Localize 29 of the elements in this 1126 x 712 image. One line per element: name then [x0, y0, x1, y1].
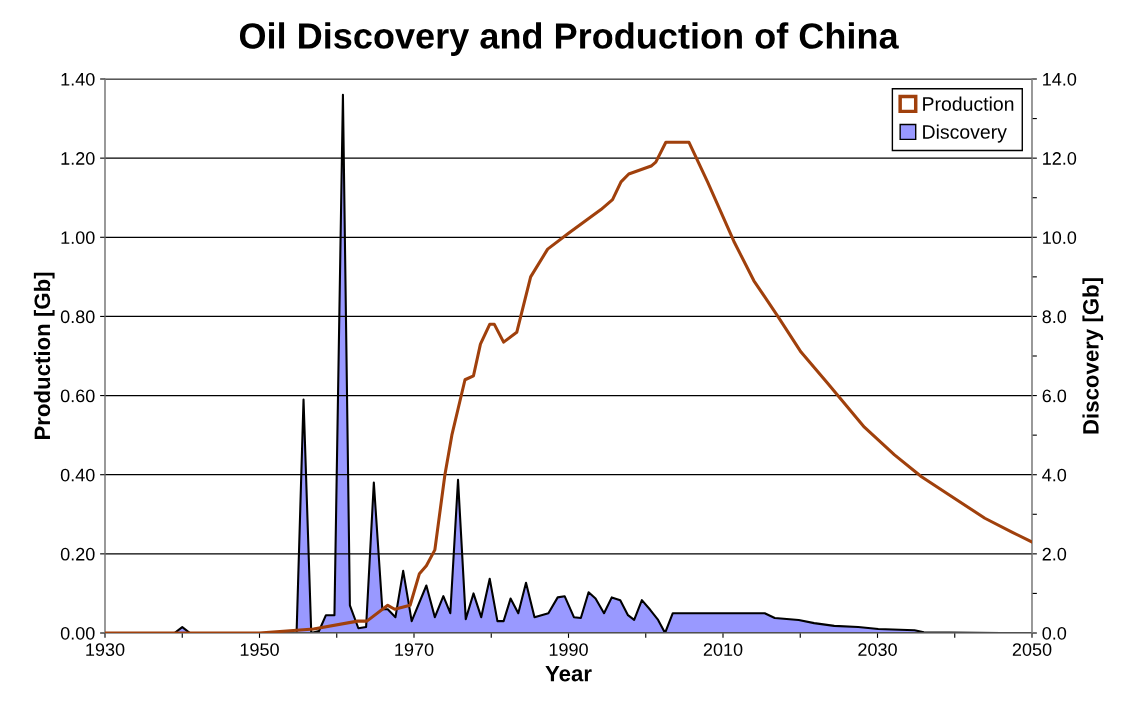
- y-tick-label: 0.20: [60, 547, 95, 561]
- y-tick-label: 1.00: [61, 231, 95, 245]
- y2-tick-label: 12.0: [1043, 152, 1077, 165]
- x-tick-label: 2030: [858, 643, 897, 656]
- y2-tick-label: 4.0: [1042, 468, 1067, 482]
- chart-title: Oil Discovery and Production of China: [239, 22, 899, 56]
- x-tick-label: 1950: [240, 643, 279, 656]
- y2-tick-label: 2.0: [1042, 547, 1067, 561]
- y-tick-label: 0.00: [60, 626, 95, 640]
- y2-axis-title: Discovery [Gb]: [1082, 278, 1104, 434]
- y2-tick-label: 10.0: [1043, 231, 1077, 245]
- y2-tick-label: 0.0: [1042, 626, 1067, 640]
- x-tick-label: 1930: [86, 643, 125, 656]
- y-tick-label: 1.40: [61, 72, 95, 86]
- y2-tick-label: 8.0: [1042, 310, 1067, 324]
- y-tick-label: 0.60: [60, 389, 95, 403]
- x-tick-label: 1970: [395, 643, 434, 656]
- legend-label: Production: [923, 96, 1014, 111]
- x-tick-label: 2010: [703, 643, 743, 656]
- y2-tick-label: 14.0: [1043, 72, 1077, 86]
- y2-tick-label: 6.0: [1042, 389, 1067, 403]
- x-tick-label: 1990: [549, 643, 588, 656]
- x-axis-title: Year: [545, 665, 592, 682]
- legend-label: Discovery: [923, 124, 1007, 143]
- y-tick-label: 0.80: [60, 310, 95, 324]
- y-axis-title: Production [Gb]: [33, 272, 55, 440]
- x-tick-label: 2050: [1012, 643, 1052, 656]
- y-tick-label: 0.40: [60, 468, 95, 482]
- y-tick-label: 1.20: [61, 152, 95, 165]
